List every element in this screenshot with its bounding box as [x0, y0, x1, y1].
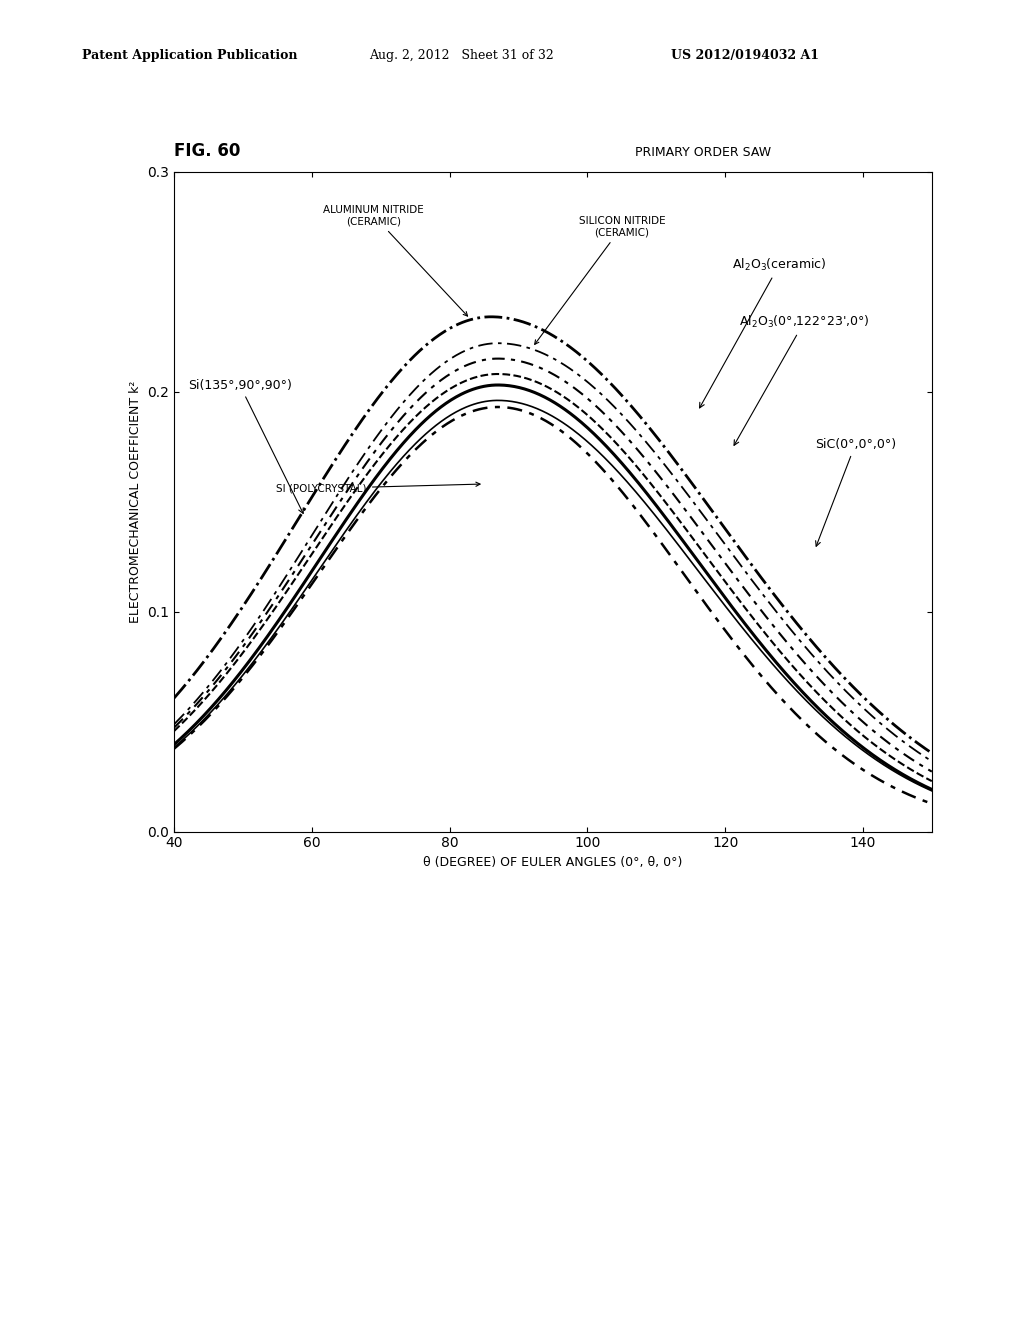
- Text: PRIMARY ORDER SAW: PRIMARY ORDER SAW: [635, 145, 771, 158]
- Text: ALUMINUM NITRIDE
(CERAMIC): ALUMINUM NITRIDE (CERAMIC): [324, 205, 468, 315]
- Text: SiC(0°,0°,0°): SiC(0°,0°,0°): [815, 438, 896, 546]
- Text: SI (POLYCRYSTAL): SI (POLYCRYSTAL): [276, 482, 480, 494]
- Text: Aug. 2, 2012   Sheet 31 of 32: Aug. 2, 2012 Sheet 31 of 32: [369, 49, 553, 62]
- Text: US 2012/0194032 A1: US 2012/0194032 A1: [671, 49, 819, 62]
- Text: Al$_2$O$_3$(ceramic): Al$_2$O$_3$(ceramic): [699, 256, 826, 408]
- Text: Si(135°,90°,90°): Si(135°,90°,90°): [187, 379, 303, 513]
- X-axis label: θ (DEGREE) OF EULER ANGLES (0°, θ, 0°): θ (DEGREE) OF EULER ANGLES (0°, θ, 0°): [423, 855, 683, 869]
- Text: Patent Application Publication: Patent Application Publication: [82, 49, 297, 62]
- Text: FIG. 60: FIG. 60: [174, 141, 241, 160]
- Y-axis label: ELECTROMECHANICAL COEFFICIENT k²: ELECTROMECHANICAL COEFFICIENT k²: [129, 380, 141, 623]
- Text: Al$_2$O$_3$(0°,122°23',0°): Al$_2$O$_3$(0°,122°23',0°): [734, 314, 869, 445]
- Text: SILICON NITRIDE
(CERAMIC): SILICON NITRIDE (CERAMIC): [535, 216, 666, 345]
